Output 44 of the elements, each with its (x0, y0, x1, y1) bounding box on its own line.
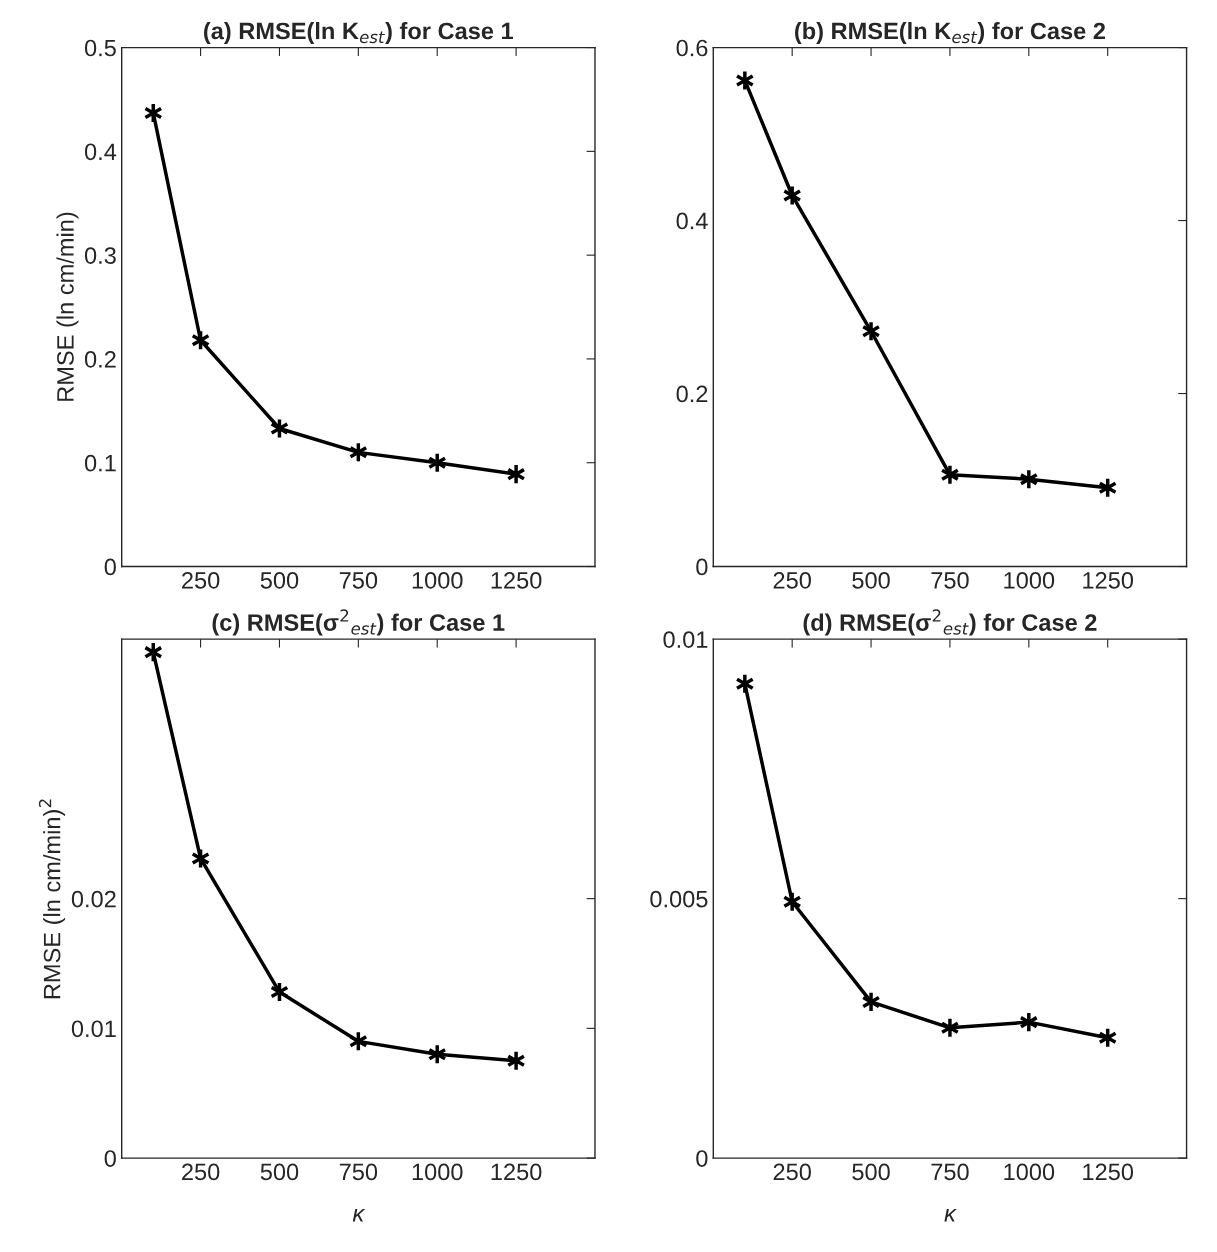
y-tick-label: 0 (696, 558, 708, 576)
x-tick-label: 500 (852, 572, 890, 589)
y-axis-title: RMSE (ln cm/min)$^{2}$ (38, 799, 66, 999)
y-tick-label: 0.3 (84, 247, 116, 264)
x-tick-label: 750 (931, 572, 969, 589)
x-tick-label: 1000 (1004, 1163, 1055, 1181)
chart-title: (a) RMSE(ln K$_{est}$) for Case 1 (204, 22, 514, 45)
x-tick-label: 750 (931, 1163, 969, 1181)
x-tick-label: 500 (260, 1163, 299, 1181)
x-tick-label: 1000 (1004, 572, 1055, 589)
x-tick-label: 1250 (1083, 1163, 1134, 1181)
y-tick-label: 0.005 (650, 890, 708, 908)
x-tick-label: 250 (182, 572, 220, 589)
y-tick-label: 0.2 (676, 385, 708, 403)
y-tick-label: 0.6 (676, 39, 708, 57)
x-tick-label: 250 (182, 1163, 220, 1181)
x-tick-label: 1250 (491, 1163, 542, 1181)
x-tick-label: 500 (852, 1163, 890, 1181)
y-tick-label: 0 (104, 1150, 116, 1167)
y-axis-title: RMSE (ln cm/min) (56, 212, 79, 401)
y-tick-label: 0.2 (84, 351, 116, 368)
y-tick-label: 0.4 (676, 212, 708, 230)
y-tick-label: 0.4 (84, 143, 117, 161)
x-tick-label: 500 (260, 572, 299, 589)
x-tick-label: 1000 (412, 572, 463, 589)
y-tick-label: 0.1 (84, 454, 116, 472)
x-tick-label: 250 (773, 572, 811, 589)
x-axis-title: κ (352, 1209, 366, 1222)
y-tick-label: 0 (104, 558, 116, 576)
chart-title: (c) RMSE(σ$^{2}$$_{est}$) for Case 1 (212, 609, 505, 636)
x-tick-label: 1000 (412, 1163, 463, 1181)
x-axis-title: κ (944, 1209, 957, 1222)
x-tick-label: 1250 (491, 572, 542, 589)
y-tick-label: 0 (696, 1150, 708, 1167)
y-tick-label: 0.01 (71, 1020, 116, 1038)
x-tick-label: 750 (339, 1163, 378, 1181)
y-tick-label: 0.02 (71, 890, 116, 908)
x-tick-label: 250 (773, 1163, 811, 1181)
y-tick-label: 0.5 (84, 39, 116, 57)
x-tick-label: 1250 (1083, 572, 1134, 589)
chart-title: (d) RMSE(σ$^{2}$$_{est}$) for Case 2 (803, 609, 1097, 636)
y-tick-label: 0.01 (663, 631, 708, 648)
chart-title: (b) RMSE(ln K$_{est}$) for Case 2 (795, 22, 1106, 45)
x-tick-label: 750 (339, 572, 378, 589)
